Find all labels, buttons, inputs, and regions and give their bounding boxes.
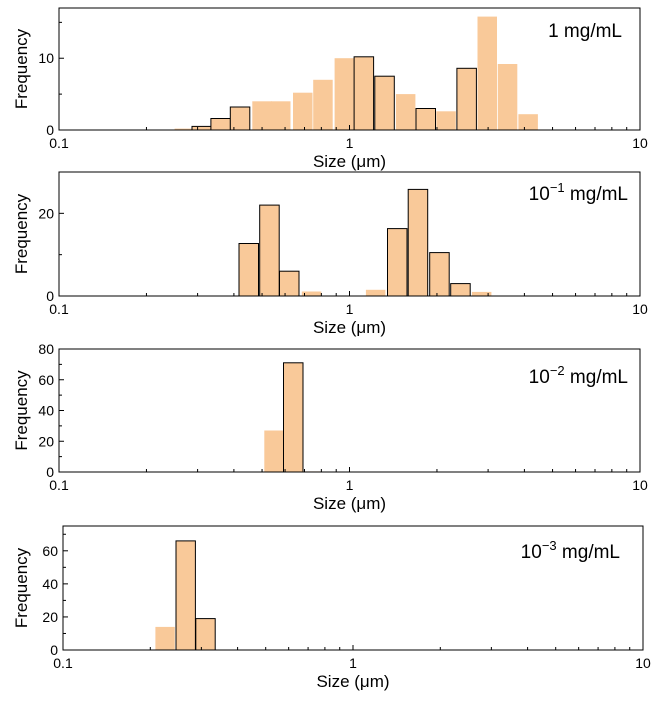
x-axis-title: Size (μm) [313, 318, 386, 337]
bar [477, 16, 497, 131]
x-tick-label: 0.1 [49, 477, 69, 493]
x-tick-label: 0.1 [49, 135, 69, 151]
bar [415, 108, 436, 131]
y-tick-label: 0 [46, 288, 54, 304]
y-tick-label: 20 [38, 205, 54, 221]
bar [175, 540, 196, 651]
bar [259, 204, 280, 297]
y-tick-label: 60 [42, 543, 58, 559]
bar [450, 283, 471, 297]
bar [395, 94, 416, 130]
histogram-panel-2: 0.1 1 10 0 20 Size (μm) Frequency 10−1 mg/mL [12, 171, 648, 337]
x-tick-label: 10 [632, 301, 648, 317]
bar [264, 430, 284, 472]
x-axis-title: Size (μm) [313, 494, 386, 513]
histogram-panel-3: 0.1 1 10 0 20 40 60 80 Size (μm) Frequency 10−2 mg… [12, 341, 648, 513]
bar [313, 79, 333, 130]
bar [387, 228, 408, 297]
x-tick-label: 0.1 [49, 301, 69, 317]
x-axis-title: Size (μm) [313, 152, 386, 171]
x-tick-label: 1 [346, 135, 354, 151]
bar [471, 291, 492, 296]
bar [518, 114, 538, 130]
x-tick-label: 0.1 [53, 655, 73, 671]
y-tick-label: 0 [50, 642, 58, 658]
bar [353, 56, 375, 131]
bar [301, 291, 322, 296]
x-tick-label: 1 [349, 655, 357, 671]
bar [238, 243, 259, 297]
bar [279, 270, 300, 297]
bar [365, 289, 386, 296]
bar [174, 128, 195, 130]
histogram-panel-1: 0.1 1 10 0 10 Size (μm) Frequency 1 mg/mL [12, 7, 648, 171]
y-axis-title: Frequency [12, 547, 31, 628]
y-tick-label: 60 [38, 372, 54, 388]
y-axis-title: Frequency [12, 370, 31, 451]
y-axis-title: Frequency [12, 193, 31, 274]
bar [429, 252, 450, 297]
bar [210, 118, 231, 131]
panel-label: 10−2 mg/mL [529, 363, 628, 388]
bar [283, 362, 304, 473]
bar [334, 58, 355, 131]
histogram-panel-4: 0.1 1 10 0 20 40 60 Size (μm) Frequency 10−3 mg/m… [12, 525, 651, 691]
bar [195, 618, 216, 651]
bar [456, 67, 477, 131]
bar [497, 64, 518, 130]
x-tick-label: 10 [632, 477, 648, 493]
bar [374, 75, 395, 131]
bar [155, 626, 175, 650]
bar [271, 101, 291, 130]
bar [191, 125, 212, 131]
x-tick-label: 10 [632, 135, 648, 151]
y-tick-label: 20 [38, 433, 54, 449]
bar [252, 101, 272, 130]
panel-label: 1 mg/mL [548, 21, 622, 42]
y-tick-label: 80 [38, 341, 54, 357]
panel-label: 10−1 mg/mL [529, 180, 628, 205]
x-tick-label: 10 [635, 655, 651, 671]
bar [436, 111, 456, 130]
y-axis-title: Frequency [12, 28, 31, 109]
bar [293, 92, 313, 130]
y-tick-label: 10 [38, 50, 54, 66]
y-tick-label: 40 [42, 576, 58, 592]
panel-label: 10−3 mg/mL [521, 538, 620, 563]
y-tick-label: 40 [38, 403, 54, 419]
y-tick-label: 20 [42, 609, 58, 625]
y-tick-label: 0 [46, 122, 54, 138]
bar [229, 106, 251, 131]
x-tick-label: 1 [346, 301, 354, 317]
x-axis-title: Size (μm) [316, 672, 389, 691]
x-tick-label: 1 [346, 477, 354, 493]
y-tick-label: 0 [46, 464, 54, 480]
bar [407, 188, 429, 297]
